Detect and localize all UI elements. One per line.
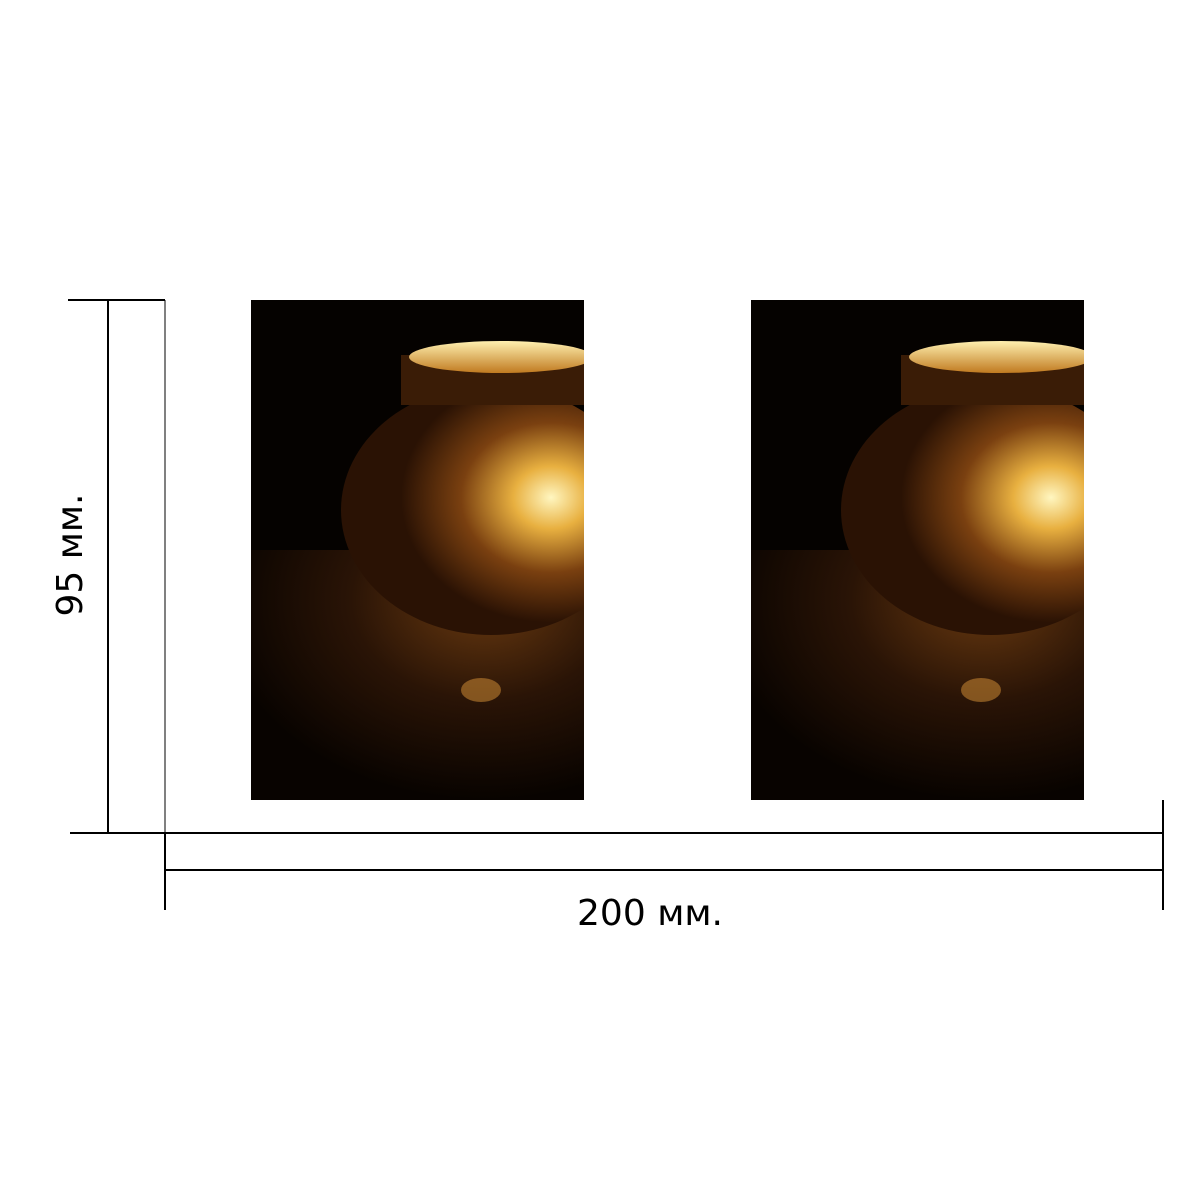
width-label: 200 мм.	[577, 893, 723, 934]
product-photo	[751, 300, 1084, 800]
product-photo	[251, 300, 584, 800]
height-dimension	[68, 299, 166, 834]
height-label: 95 мм.	[50, 493, 91, 616]
width-dimension	[164, 800, 1164, 910]
